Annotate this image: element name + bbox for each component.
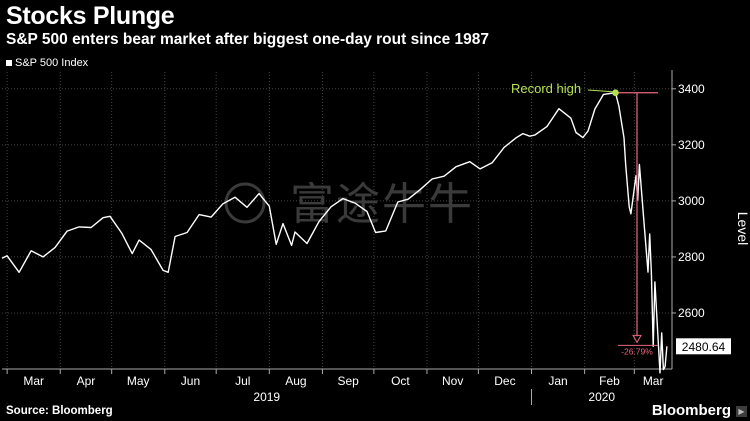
- grid-lines: [2, 72, 672, 369]
- record-high-marker: [612, 89, 619, 97]
- x-tick-label: May: [127, 374, 150, 388]
- brand-badge-icon: ▶: [736, 406, 747, 417]
- axes: 2600 2800 3000 3200 3400 Mar Apr May Jun Jul Aug Se…: [2, 70, 750, 405]
- x-tick-label: Nov: [442, 374, 463, 388]
- x-tick-label: Sep: [337, 374, 359, 388]
- x-year-label: 2020: [588, 390, 615, 404]
- x-tick-label: Jul: [235, 374, 250, 388]
- x-tick-label: Dec: [494, 374, 515, 388]
- watermark: 富途牛牛: [224, 179, 474, 230]
- series-layer: [1, 91, 668, 374]
- x-tick-label: Aug: [285, 374, 306, 388]
- y-tick-label: 2800: [678, 250, 705, 264]
- legend-label: S&P 500 Index: [15, 57, 89, 69]
- source-note: Source: Bloomberg: [6, 405, 113, 417]
- y-tick-label: 3400: [678, 82, 705, 96]
- chart-subtitle: S&P 500 enters bear market after biggest…: [6, 31, 489, 48]
- last-value-box: [676, 338, 731, 355]
- x-tick-label: Jun: [181, 374, 200, 388]
- x-tick-label: Apr: [77, 374, 96, 388]
- series-line: [1, 91, 668, 374]
- x-tick-label: Jan: [548, 374, 567, 388]
- brand-logo: Bloomberg: [651, 402, 731, 419]
- x-tick-label: Feb: [599, 374, 620, 388]
- y-tick-label: 3000: [678, 194, 705, 208]
- chart-legend: S&P 500 Index: [6, 57, 88, 69]
- x-tick-label: Oct: [391, 374, 410, 388]
- last-value-label: 2480.64: [682, 340, 726, 354]
- y-tick-label: 3200: [678, 138, 705, 152]
- watermark-text: 富途牛牛: [290, 179, 474, 230]
- record-high-label: Record high: [511, 81, 581, 96]
- decline-arrowhead-icon: [632, 334, 642, 344]
- annotations: -26.79% Record high 2480.64: [511, 81, 731, 356]
- y-tick-label: 2600: [678, 306, 705, 320]
- x-tick-label: Mar: [643, 374, 664, 388]
- x-year-label: 2019: [253, 390, 280, 404]
- record-high-leader: [587, 89, 613, 93]
- x-tick-label: Mar: [23, 374, 44, 388]
- y-axis-title: Level: [735, 212, 750, 245]
- watermark-logo-icon: [224, 182, 266, 224]
- decline-percent-label: -26.79%: [621, 346, 653, 356]
- legend-swatch: [6, 60, 12, 66]
- chart-title: Stocks Plunge: [6, 2, 175, 30]
